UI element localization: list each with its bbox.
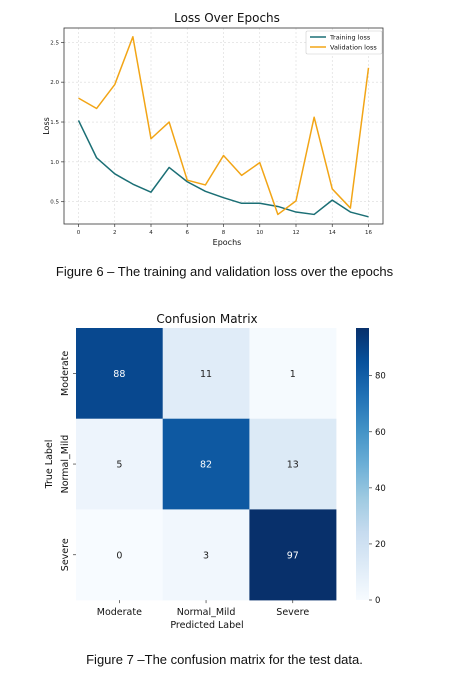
line-chart-x-label: Epochs (213, 238, 242, 247)
x-tick-label: 6 (186, 230, 190, 236)
legend-label-validation: Validation loss (330, 44, 377, 52)
line-chart-y-label: Loss (42, 117, 51, 135)
heatmap-cell (162, 509, 250, 601)
heatmap-cell-value: 13 (287, 460, 299, 471)
colorbar-tick-label: 80 (375, 372, 386, 382)
heatmap-cell (249, 328, 337, 419)
heatmap-cell-value: 5 (116, 460, 122, 471)
colorbar-tick-label: 0 (375, 596, 380, 606)
heatmap-x-tick-label: Severe (276, 607, 309, 618)
heatmap-x-tick-label: Moderate (97, 607, 142, 618)
heatmap-cell (76, 418, 163, 510)
x-tick-label: 2 (113, 230, 117, 236)
heatmap-cell (76, 328, 163, 419)
line-chart-title: Loss Over Epochs (174, 11, 280, 25)
colorbar (356, 328, 369, 600)
heatmap-cell (249, 509, 337, 601)
heatmap-y-label: True Label (44, 440, 55, 490)
colorbar-ticks: 0 20 40 60 80 (369, 372, 386, 606)
y-tick-label: 2.5 (50, 40, 59, 46)
heatmap-y-tick-label: Severe (60, 538, 71, 571)
validation-loss-line (78, 36, 370, 216)
line-chart-x-ticks: 0 2 4 6 8 10 12 14 16 (77, 224, 372, 236)
x-tick-label: 8 (222, 230, 226, 236)
line-chart-grid (64, 28, 383, 224)
colorbar-tick-label: 20 (375, 540, 386, 550)
confusion-matrix-chart: Confusion Matrix 88 11 15 82 130 3 97 Moderate… (44, 312, 386, 631)
figure-6-caption: Figure 6 – The training and validation l… (55, 264, 394, 279)
heatmap-cell (249, 418, 337, 510)
heatmap-y-tick-label: Normal_Mild (60, 435, 71, 494)
loss-line-chart: Loss Over Epochs 0 2 4 6 8 10 12 14 16 0.5 1.0 1.5… (42, 11, 384, 247)
heatmap-cell-value: 1 (290, 369, 296, 380)
heatmap-cells: 88 11 15 82 130 3 97 (76, 328, 337, 601)
training-loss-line (77, 120, 369, 218)
heatmap-y-ticks: Moderate Normal_Mild Severe (60, 351, 76, 571)
heatmap-x-tick-label: Normal_Mild (177, 607, 236, 618)
y-tick-label: 0.5 (50, 200, 59, 206)
heatmap-cell-value: 3 (203, 550, 209, 561)
x-tick-label: 12 (293, 230, 300, 236)
figure-7-caption: Figure 7 –The confusion matrix for the t… (86, 652, 363, 667)
heatmap-title: Confusion Matrix (156, 312, 257, 326)
x-tick-label: 0 (77, 230, 81, 236)
legend-label-training: Training loss (329, 34, 371, 42)
colorbar-tick-label: 40 (375, 484, 386, 494)
heatmap-x-label: Predicted Label (170, 620, 243, 631)
heatmap-cell (162, 328, 250, 419)
y-tick-label: 1.5 (50, 120, 59, 126)
line-chart-legend: Training loss Validation loss (305, 30, 383, 55)
heatmap-y-tick-label: Moderate (60, 351, 71, 396)
x-tick-label: 14 (329, 230, 336, 236)
heatmap-cell (162, 418, 250, 510)
heatmap-cell-value: 0 (116, 550, 122, 561)
line-chart-series (77, 36, 370, 218)
heatmap-cell-value: 97 (287, 550, 299, 561)
x-tick-label: 4 (149, 230, 153, 236)
x-tick-label: 10 (256, 230, 263, 236)
x-tick-label: 16 (365, 230, 372, 236)
heatmap-cell-value: 88 (113, 369, 125, 380)
heatmap-cell-value: 82 (200, 460, 212, 471)
y-tick-label: 1.0 (50, 160, 59, 166)
line-chart-y-ticks: 0.5 1.0 1.5 2.0 2.5 (50, 40, 64, 206)
colorbar-tick-label: 60 (375, 428, 386, 438)
heatmap-x-ticks: Moderate Normal_Mild Severe (97, 600, 309, 618)
heatmap-cell (76, 509, 163, 601)
heatmap-cell-value: 11 (200, 369, 212, 380)
y-tick-label: 2.0 (50, 80, 59, 86)
